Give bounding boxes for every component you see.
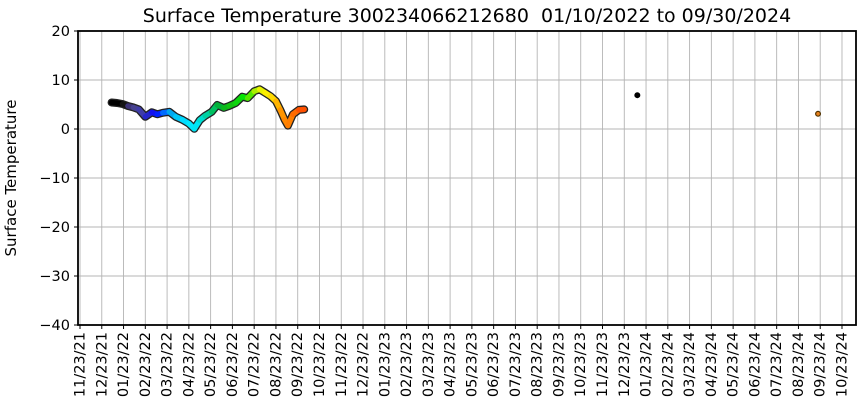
- x-tick-label: 12/23/23: [617, 332, 633, 397]
- x-tick-label: 12/23/21: [94, 332, 110, 397]
- isolated-data-point: [815, 110, 822, 117]
- x-tick-label: 09/23/22: [290, 332, 306, 397]
- x-tick-label: 10/23/24: [834, 332, 850, 397]
- x-tick-label: 03/23/24: [682, 332, 698, 397]
- y-tick-label: 20: [52, 24, 70, 40]
- x-tick-label: 02/23/23: [399, 332, 415, 397]
- axes: 11/23/21 12/23/21 01/23/22 02/23/22 03/23/22…: [39, 24, 857, 397]
- y-tick-label: −10: [39, 171, 70, 187]
- x-tick-label: 09/23/24: [813, 332, 829, 397]
- y-tick-label: 0: [61, 122, 70, 138]
- x-tick-label: 03/23/22: [160, 332, 176, 397]
- x-tick-label: 01/23/23: [377, 332, 393, 397]
- plot-content: [107, 85, 822, 133]
- x-tick-label: 06/23/22: [225, 332, 241, 397]
- x-tick-label: 11/23/22: [334, 332, 350, 397]
- x-tick-label: 05/23/24: [726, 332, 742, 397]
- chart-title: Surface Temperature 300234066212680 01/1…: [143, 5, 791, 27]
- y-tick-label: −30: [39, 269, 70, 285]
- x-tick-label: 10/23/22: [312, 332, 328, 397]
- x-tick-label: 08/23/23: [530, 332, 546, 397]
- x-tick-label: 11/23/23: [595, 332, 611, 397]
- x-tick-label: 06/23/23: [486, 332, 502, 397]
- x-tick-label: 07/23/24: [769, 332, 785, 397]
- x-tick-label: 03/23/23: [421, 332, 437, 397]
- x-tick-label: 04/23/23: [443, 332, 459, 397]
- x-tick-label: 08/23/22: [268, 332, 284, 397]
- isolated-data-point: [634, 92, 641, 99]
- x-tick-label: 04/23/24: [704, 332, 720, 397]
- x-tick-label: 12/23/22: [356, 332, 372, 397]
- x-tick-label: 01/23/22: [116, 332, 132, 397]
- x-tick-label: 02/23/22: [138, 332, 154, 397]
- gridlines: [78, 30, 856, 326]
- x-tick-label: 05/23/22: [203, 332, 219, 397]
- x-tick-label: 04/23/22: [181, 332, 197, 397]
- x-tick-label: 11/23/21: [73, 332, 89, 397]
- x-tick-label: 05/23/23: [464, 332, 480, 397]
- x-tick-label: 10/23/23: [573, 332, 589, 397]
- x-tick-label: 09/23/23: [551, 332, 567, 397]
- y-tick-label: −40: [39, 318, 70, 334]
- x-tick-label: 07/23/22: [247, 332, 263, 397]
- y-tick-label: 10: [52, 73, 70, 89]
- x-tick-label: 01/23/24: [639, 332, 655, 397]
- x-tick-label: 08/23/24: [791, 332, 807, 397]
- x-tick-label: 07/23/23: [508, 332, 524, 397]
- y-axis-label: Surface Temperature: [2, 100, 20, 257]
- x-tick-label: 02/23/24: [660, 332, 676, 397]
- y-tick-label: −20: [39, 220, 70, 236]
- x-tick-label: 06/23/24: [747, 332, 763, 397]
